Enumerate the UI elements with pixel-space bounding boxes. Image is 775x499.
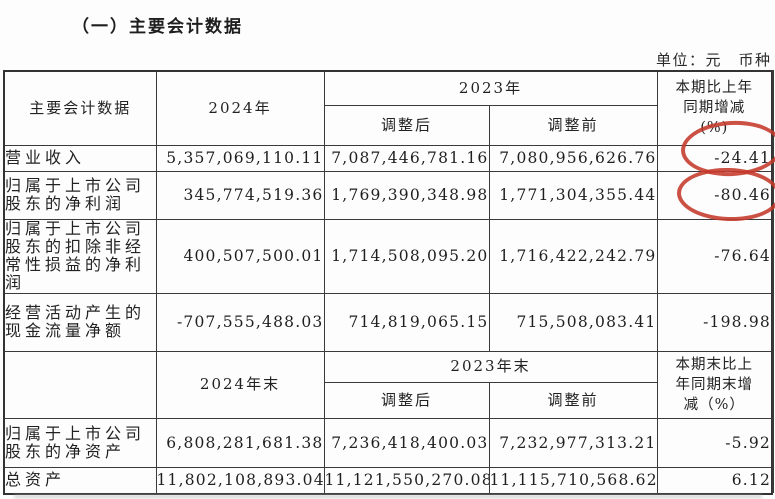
eoy-header-empty-cell [3, 350, 157, 419]
row-label: 归属于上市公司股东的净资产 [3, 417, 157, 468]
cell-adjusted-after-value: 1,769,390,348.98 [323, 170, 490, 220]
cell-adjusted-after-value: 7,236,418,400.03 [323, 417, 490, 468]
cell-change-value: -80.46 [656, 170, 773, 220]
header-adjusted-before: 调整前 [488, 104, 658, 146]
header-yoy-change-line2: 同期增减 [683, 100, 746, 117]
row-label: 经营活动产生的现金流量净额 [3, 292, 157, 352]
period-header-row: 主要会计数据 2024年 2023年 本期比上年 同期增减 (%) [3, 70, 773, 146]
cell-adjusted-before-value: 715,508,083.41 [488, 292, 658, 352]
cell-change-value: -24.41 [656, 144, 773, 172]
cell-adjusted-after-value: 11,121,550,270.08 [323, 466, 490, 495]
table-row-net-assets: 归属于上市公司股东的净资产 6,808,281,681.38 7,236,418… [3, 417, 773, 468]
header-yoy-change: 本期比上年 同期增减 (%) [656, 70, 773, 146]
cell-change-value: -5.92 [656, 417, 773, 468]
unit-note: 单位：元 币种 [656, 51, 772, 69]
row-label: 总资产 [3, 466, 157, 495]
header-2023: 2023年 [323, 70, 658, 106]
financial-data-table: 主要会计数据 2024年 2023年 本期比上年 同期增减 (%) 调整后 调整… [3, 70, 773, 495]
header-2023-eoy: 2023年末 [323, 350, 658, 383]
header-eoy-change-line3: 减（%） [683, 396, 745, 413]
cell-adjusted-before-value: 11,115,710,568.62 [488, 466, 658, 495]
cell-change-value: 6.12 [656, 466, 773, 495]
table-row-total-assets: 总资产 11,802,108,893.04 11,121,550,270.08 … [3, 466, 773, 495]
cell-2024-value: 345,774,519.36 [155, 170, 325, 220]
header-metric: 主要会计数据 [3, 70, 157, 146]
cell-2024-value: 400,507,500.01 [155, 218, 325, 294]
cell-adjusted-after-value: 7,087,446,781.16 [323, 144, 490, 172]
cell-change-value: -76.64 [656, 218, 773, 294]
table-row-revenue: 营业收入 5,357,069,110.11 7,087,446,781.16 7… [3, 144, 773, 172]
header-eoy-change-line1: 本期末比上 [675, 356, 753, 373]
table-row-operating-cash-flow: 经营活动产生的现金流量净额 -707,555,488.03 714,819,06… [3, 292, 773, 352]
row-label: 营业收入 [3, 144, 157, 172]
cell-adjusted-after-value: 714,819,065.15 [323, 292, 490, 352]
cell-2024-value: 6,808,281,681.38 [155, 417, 325, 468]
eoy-subheader-row: 调整后 调整前 [4, 381, 772, 419]
cell-adjusted-before-value: 1,771,304,355.44 [488, 170, 658, 220]
cell-2024-value: -707,555,488.03 [155, 292, 325, 352]
row-label: 归属于上市公司股东的净利润 [3, 170, 157, 220]
cell-change-value: -198.98 [656, 292, 773, 352]
header-2024: 2024年 [155, 70, 325, 146]
header-eoy-change-line2: 年同期末增 [675, 376, 753, 393]
cell-adjusted-before-value: 7,232,977,313.21 [488, 417, 658, 468]
cell-2024-value: 5,357,069,110.11 [155, 144, 325, 172]
row-label: 归属于上市公司股东的扣除非经常性损益的净利润 [3, 218, 157, 294]
header-yoy-change-line1: 本期比上年 [675, 80, 753, 97]
table-cutoff-edge-line [772, 70, 774, 493]
period-subheader-row: 调整后 调整前 [4, 104, 772, 146]
header-yoy-change-line3: (%) [700, 120, 729, 137]
table-row-net-profit-excl-nonrecurring: 归属于上市公司股东的扣除非经常性损益的净利润 400,507,500.01 1,… [3, 218, 773, 294]
table-row-net-profit: 归属于上市公司股东的净利润 345,774,519.36 1,769,390,3… [3, 170, 773, 220]
header-adjusted-after: 调整后 [323, 104, 490, 146]
header-adjusted-before-eoy: 调整前 [488, 381, 658, 419]
cell-adjusted-before-value: 7,080,956,626.76 [488, 144, 658, 172]
scan-artifact-smudge [14, 495, 762, 498]
page-title: （一）主要会计数据 [72, 17, 243, 37]
eoy-header-row: 2024年末 2023年末 本期末比上 年同期末增 减（%） [3, 350, 773, 419]
cell-2024-value: 11,802,108,893.04 [155, 466, 325, 495]
header-2024-eoy: 2024年末 [155, 350, 325, 419]
cell-adjusted-after-value: 1,714,508,095.20 [323, 218, 490, 294]
header-eoy-change: 本期末比上 年同期末增 减（%） [656, 350, 773, 419]
cell-adjusted-before-value: 1,716,422,242.79 [488, 218, 658, 294]
header-adjusted-after-eoy: 调整后 [323, 381, 490, 419]
